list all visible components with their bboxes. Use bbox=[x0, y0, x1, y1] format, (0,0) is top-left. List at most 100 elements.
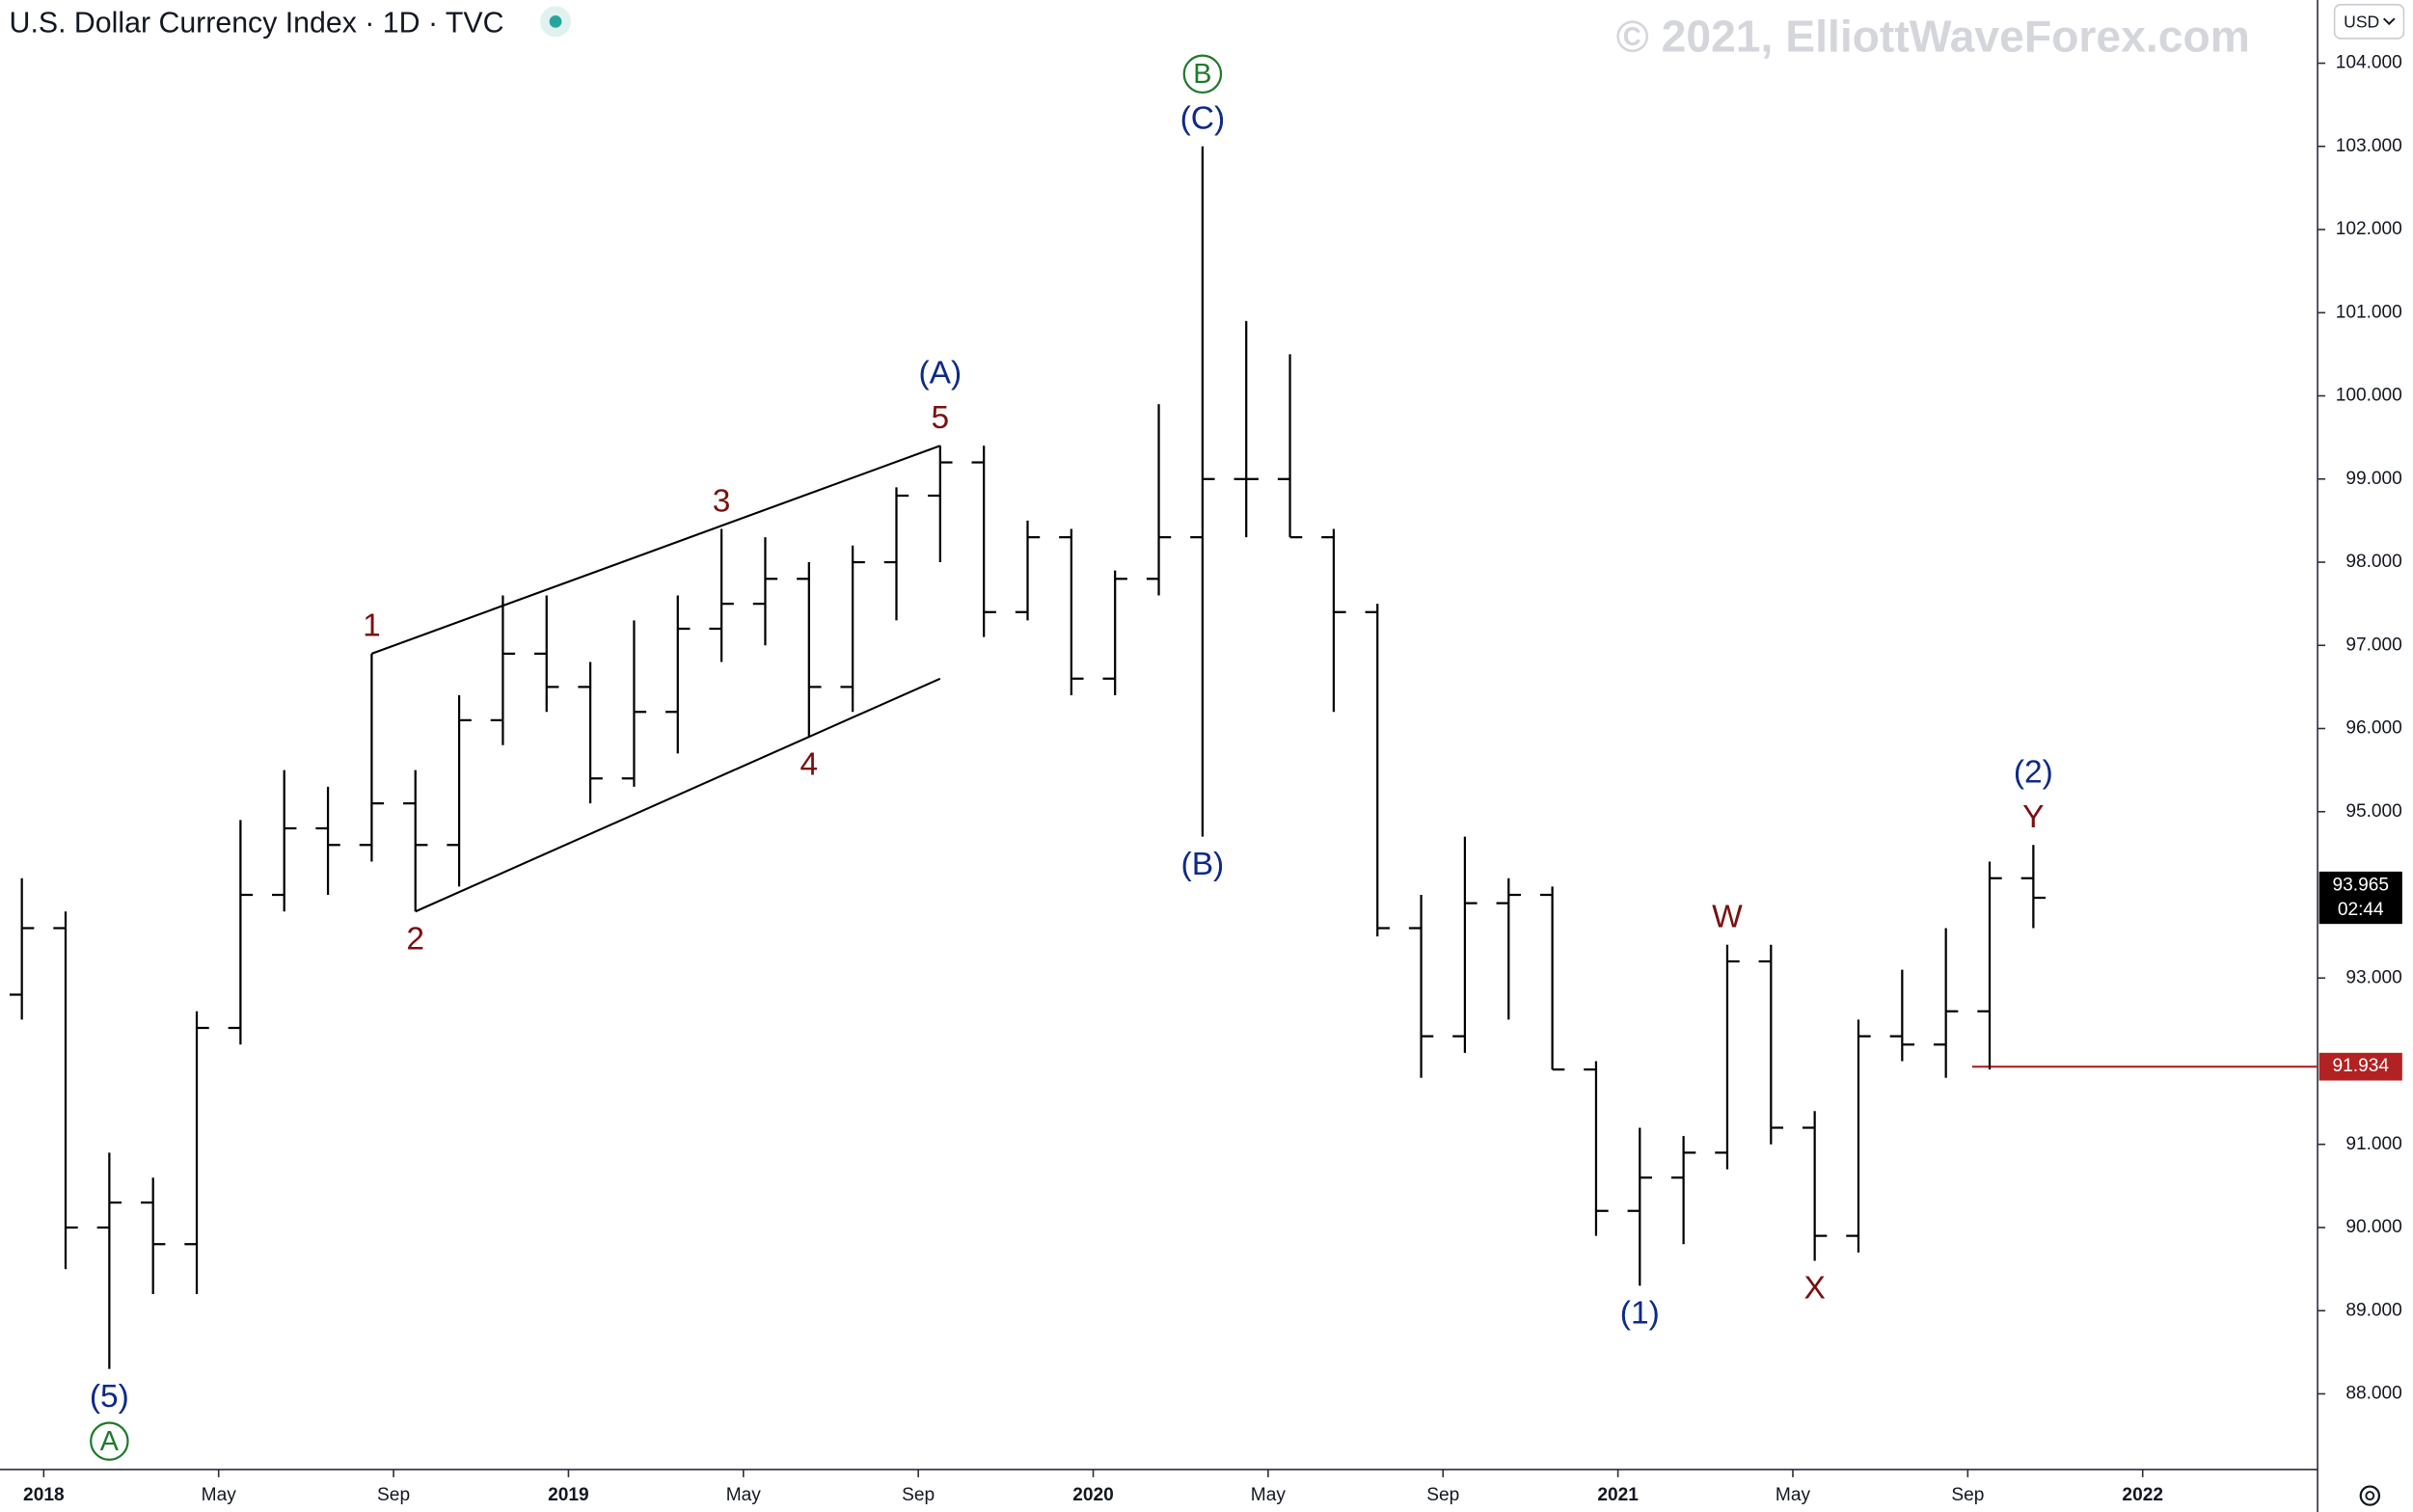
ohlc-bar bbox=[1452, 836, 1478, 1053]
ohlc-bar bbox=[1015, 520, 1041, 621]
wave-label: B bbox=[1193, 59, 1211, 90]
y-tick-label: 97.000 bbox=[2345, 634, 2401, 655]
ohlc-bar bbox=[1102, 570, 1127, 696]
wave-label: A bbox=[100, 1426, 120, 1457]
ohlc-bar bbox=[883, 487, 909, 621]
ohlc-bar bbox=[1496, 878, 1521, 1020]
ohlc-bar bbox=[1408, 895, 1434, 1078]
ohlc-bar bbox=[228, 820, 254, 1045]
wave-label: W bbox=[1712, 899, 1743, 934]
x-tick-label: May bbox=[202, 1485, 237, 1505]
ohlc-bar bbox=[928, 446, 953, 563]
y-tick-label: 103.000 bbox=[2336, 136, 2402, 156]
ohlc-bar bbox=[447, 695, 472, 887]
wave-label: (2) bbox=[2014, 755, 2053, 791]
ohlc-bar bbox=[1977, 861, 2002, 1070]
settings-icon[interactable] bbox=[2359, 1485, 2381, 1506]
ohlc-bar bbox=[1715, 944, 1740, 1170]
wave-label: (A) bbox=[919, 356, 962, 392]
x-tick-label: 2022 bbox=[2122, 1485, 2163, 1505]
ohlc-bar bbox=[140, 1177, 166, 1294]
wave-circle bbox=[90, 1421, 129, 1461]
y-tick-label: 98.000 bbox=[2345, 552, 2401, 572]
x-tick-label: 2018 bbox=[23, 1485, 65, 1505]
ohlc-bar bbox=[1758, 944, 1784, 1145]
y-tick-label: 89.000 bbox=[2345, 1300, 2401, 1320]
ohlc-bar bbox=[1234, 320, 1259, 538]
price-line-label: 91.934 bbox=[2332, 1056, 2389, 1076]
last-price-label: 93.965 bbox=[2332, 875, 2388, 895]
ohlc-bar bbox=[797, 562, 822, 738]
ohlc-bar bbox=[840, 545, 865, 713]
ohlc-bar bbox=[1190, 146, 1215, 837]
wave-label: (1) bbox=[1620, 1296, 1660, 1332]
wave-label: 3 bbox=[713, 483, 731, 519]
y-tick-label: 88.000 bbox=[2345, 1384, 2401, 1404]
trendline bbox=[415, 677, 941, 913]
ohlc-bar bbox=[1627, 1127, 1652, 1286]
ohlc-bar bbox=[1146, 404, 1172, 596]
x-tick-label: Sep bbox=[1426, 1485, 1459, 1505]
ohlc-bar bbox=[359, 653, 385, 862]
status-dot bbox=[549, 14, 562, 28]
x-tick-label: Sep bbox=[902, 1485, 935, 1505]
ohlc-bar bbox=[752, 537, 778, 646]
ohlc-bar bbox=[272, 770, 297, 912]
ohlc-bar bbox=[1802, 1111, 1828, 1261]
ohlc-bar bbox=[1277, 354, 1303, 539]
currency-button[interactable] bbox=[2333, 3, 2405, 40]
wave-label: 5 bbox=[932, 400, 950, 436]
y-tick-label: 101.000 bbox=[2336, 302, 2402, 322]
ohlc-bar bbox=[1889, 969, 1915, 1062]
ohlc-bar bbox=[490, 595, 516, 745]
y-tick-label: 90.000 bbox=[2345, 1217, 2401, 1237]
ohlc-bar bbox=[403, 770, 428, 912]
ohlc-bar bbox=[1584, 1061, 1609, 1236]
x-tick-label: Sep bbox=[1951, 1485, 1984, 1505]
x-tick-label: 2020 bbox=[1072, 1485, 1114, 1505]
currency-label: USD bbox=[2344, 13, 2379, 32]
wave-label: (B) bbox=[1181, 847, 1225, 882]
ohlc-bar bbox=[1539, 886, 1565, 1071]
ohlc-bar bbox=[1846, 1019, 1871, 1253]
ohlc-bar bbox=[578, 662, 603, 804]
wave-label: X bbox=[1803, 1271, 1825, 1307]
ohlc-bar bbox=[1365, 604, 1390, 937]
gear-hub bbox=[2365, 1491, 2375, 1501]
y-tick-label: 104.000 bbox=[2336, 53, 2402, 73]
y-tick-label: 93.000 bbox=[2345, 967, 2401, 987]
y-tick-label: 99.000 bbox=[2345, 469, 2401, 489]
ohlc-bar bbox=[1670, 1136, 1696, 1245]
y-tick-label: 102.000 bbox=[2336, 219, 2402, 239]
y-tick-label: 95.000 bbox=[2345, 801, 2401, 822]
wave-circle bbox=[1182, 54, 1223, 94]
ohlc-bar bbox=[53, 911, 78, 1270]
y-tick-label: 96.000 bbox=[2345, 718, 2401, 739]
ohlc-bar bbox=[1321, 528, 1346, 713]
wave-label: Y bbox=[2022, 799, 2044, 835]
countdown-label: 02:44 bbox=[2338, 900, 2384, 920]
ohlc-bar bbox=[96, 1152, 122, 1369]
ohlc-bar bbox=[534, 595, 559, 713]
wave-label: 2 bbox=[406, 921, 424, 957]
ohlc-bar bbox=[971, 446, 996, 637]
ohlc-bar bbox=[9, 878, 35, 1020]
ohlc-bar bbox=[1059, 528, 1084, 696]
price-line-box bbox=[2318, 1052, 2402, 1081]
x-tick-label: 2019 bbox=[548, 1485, 589, 1505]
ohlc-bar bbox=[1933, 928, 1959, 1078]
last-price-box bbox=[2318, 871, 2402, 925]
watermark: © 2021, ElliottWaveForex.com bbox=[1616, 12, 2250, 62]
x-tick-label: 2021 bbox=[1597, 1485, 1639, 1505]
wave-label: (5) bbox=[90, 1379, 129, 1415]
x-tick-label: May bbox=[1776, 1485, 1811, 1505]
currency-chevron bbox=[2383, 17, 2396, 26]
ohlc-bar bbox=[315, 786, 340, 896]
y-tick-label: 91.000 bbox=[2345, 1134, 2401, 1154]
ohlc-bar bbox=[709, 528, 734, 662]
ohlc-bar bbox=[184, 1011, 209, 1294]
ohlc-bar bbox=[621, 620, 647, 787]
trendline bbox=[371, 445, 941, 655]
